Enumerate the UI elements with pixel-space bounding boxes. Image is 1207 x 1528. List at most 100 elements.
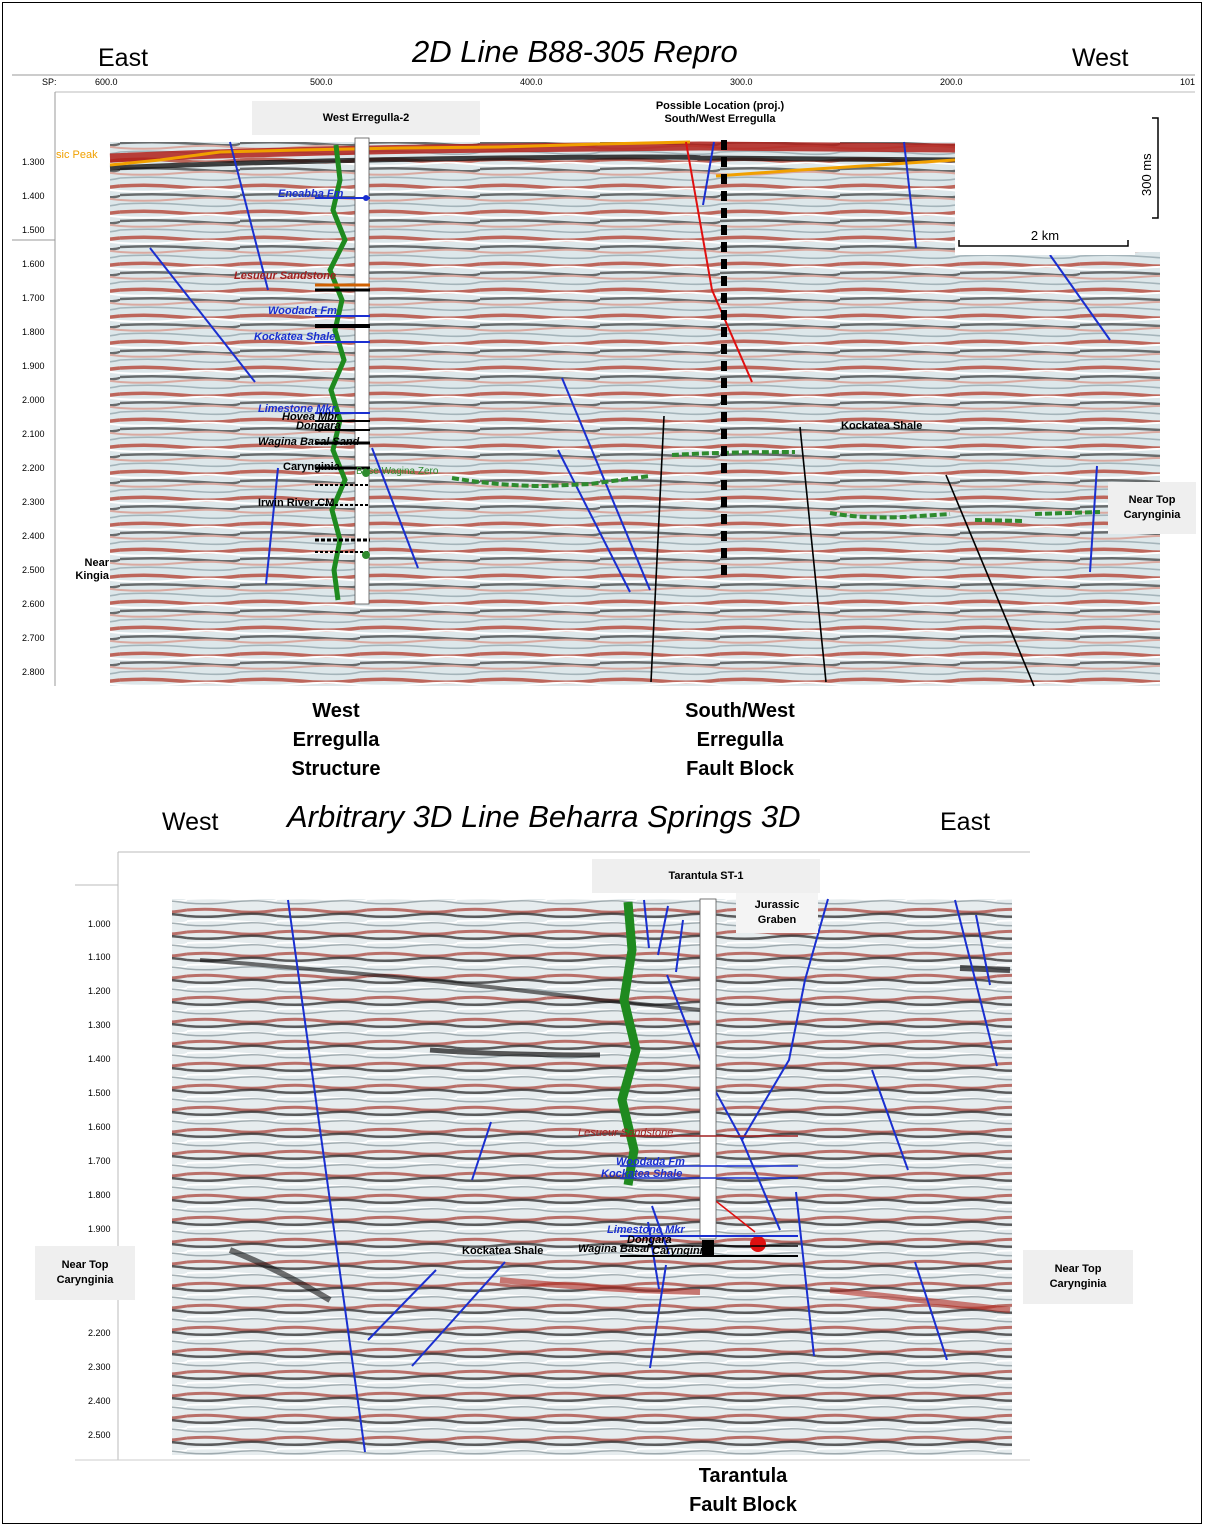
top-time-tick-label: 1.300 [22,157,45,167]
top-time-tick-label: 2.800 [22,667,45,677]
top-left-direction: East [98,44,149,72]
caption-line: Tarantula [698,1465,788,1487]
base-wagina-label: Base Wagina Zero [356,466,439,477]
top-time-tick-label: 1.700 [22,293,45,303]
bottom-limestone-label: Limestone Mkr [607,1224,685,1236]
near-kingia-line-1: Near [84,557,109,569]
lesueur-label: Lesueur Sandstone [234,270,337,282]
bottom-red-marker [711,1197,756,1233]
bottom-seismic-image [172,899,1012,1455]
bottom-lesueur-label: Lesueur Sandstone [578,1127,674,1139]
kockatea-label: Kockatea Shale [254,331,336,343]
near-top-line-2: Carynginia [1123,509,1181,521]
bottom-time-tick-label: 1.400 [88,1054,111,1064]
well-label-tarantula: Tarantula ST-1 [592,859,820,893]
jurassic-graben-label: Jurassic Graben [736,893,818,933]
bottom-fault [649,1264,667,1369]
sp-axis-label: SP: [42,77,57,87]
scale-vertical-label: 300 ms [1139,153,1154,196]
caption-west-erregulla: West Erregulla Structure [256,697,416,784]
top-time-tick-label: 1.400 [22,191,45,201]
bottom-right-direction: East [940,808,991,836]
top-well-marker [362,551,370,559]
bottom-well-marker [702,1240,714,1256]
irwin-label: Irwin River CM [258,497,335,509]
hovea-label: Hovea Mbr [282,411,339,423]
top-time-tick-label: 2.400 [22,531,45,541]
dongara-label: Dongara [296,420,341,432]
near-top-carynginia-right: Near Top Carynginia [1023,1250,1133,1304]
near-top-left-line-1: Near Top [61,1259,109,1271]
carynginia-label: Carynginia [283,461,340,473]
near-top-right-line-2: Carynginia [1049,1278,1107,1290]
bottom-time-tick-label: 1.100 [88,952,111,962]
top-time-tick-label: 1.900 [22,361,45,371]
top-sp-tick-label: 600.0 [95,77,118,87]
bottom-graben-fault [666,898,829,1143]
kockatea-shale-label-bottom: Kockatea Shale [462,1245,544,1257]
top-gamma-log [327,144,348,601]
bottom-panel-title: Arbitrary 3D Line Beharra Springs 3D [287,799,801,834]
caption-line: Fault Block [689,1494,797,1516]
near-top-right-line-1: Near Top [1054,1263,1102,1275]
top-fault [371,447,419,569]
woodada-label: Woodada Fm [268,305,337,317]
top-vertical-scale-bar [1152,117,1159,219]
bottom-time-tick-label: 2.400 [88,1396,111,1406]
bottom-time-tick-label: 1.600 [88,1122,111,1132]
top-time-tick-label: 2.300 [22,497,45,507]
top-sp-tick-label: 500.0 [310,77,333,87]
bottom-reflector [499,1277,701,1295]
bottom-gamma-log [617,901,641,1186]
bottom-fault [741,1139,781,1231]
bottom-time-tick-label: 2.200 [88,1328,111,1338]
top-well-marker [362,469,370,477]
possible-location-line-2: South/West Erregulla [664,113,776,125]
caption-line: West [312,700,360,722]
near-top-carynginia-left: Near Top Carynginia [35,1246,135,1300]
limestone-label: Limestone Mkr [258,403,336,415]
top-fault [229,141,269,291]
near-kingia-line-2: Kingia [75,570,109,582]
bottom-time-tick-label: 2.300 [88,1362,111,1372]
top-fault [903,141,917,249]
eneabba-label: Eneabba Fm [278,188,344,200]
near-kingia-label: Near Kingia [75,557,109,583]
top-fault [149,247,256,383]
top-fault [1049,254,1111,341]
bottom-dongara-label: Dongara [627,1234,672,1246]
graben-line-1: Jurassic [754,899,800,911]
bottom-time-tick-label: 1.700 [88,1156,111,1166]
top-time-tick-label: 2.000 [22,395,45,405]
top-fault [557,449,631,593]
top-well-marker [363,195,369,201]
bottom-time-tick-label: 1.500 [88,1088,111,1098]
top-panel-title: 2D Line B88-305 Repro [412,34,738,69]
bottom-reflector [199,958,701,1012]
graben-line-2: Graben [757,914,797,926]
bottom-kockatea-label: Kockatea Shale [601,1168,683,1180]
bottom-wagina-label: Wagina Basal [578,1243,650,1255]
top-sp-tick-label: 200.0 [940,77,963,87]
caption-line: Fault Block [686,758,794,780]
top-time-tick-label: 1.600 [22,259,45,269]
wagina-label: Wagina Basal Sand [258,436,360,448]
bottom-fault [471,1121,492,1181]
top-black-reflector [109,154,956,171]
bottom-fault [643,899,650,949]
caption-line: Erregulla [292,729,380,751]
top-orange-horizon [109,140,956,178]
bottom-time-tick-label: 2.500 [88,1430,111,1440]
bottom-red-marker-dot [750,1236,766,1252]
bottom-fault [411,1261,506,1367]
top-well-track [354,137,370,605]
top-scale-bg [955,227,1135,255]
bottom-fault [795,1191,815,1357]
bottom-fault [871,1069,909,1171]
bottom-reflector [429,1047,601,1058]
bottom-fault [287,899,366,1453]
caption-line: South/West [685,700,795,722]
bottom-reflector [228,1247,332,1303]
